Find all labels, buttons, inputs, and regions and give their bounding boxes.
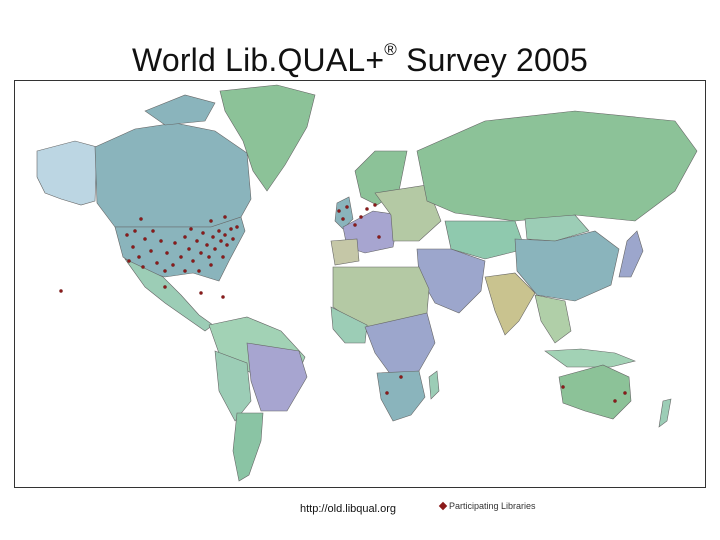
library-marker	[207, 255, 211, 259]
region-china	[514, 230, 620, 302]
slide-title: World Lib.QUAL+® Survey 2005	[0, 40, 720, 79]
library-marker	[211, 235, 215, 239]
library-marker	[131, 245, 135, 249]
library-marker	[127, 259, 131, 263]
library-marker	[223, 215, 227, 219]
library-marker	[189, 227, 193, 231]
library-marker	[205, 243, 209, 247]
library-marker	[183, 235, 187, 239]
library-marker	[139, 217, 143, 221]
region-south-america-west	[214, 350, 252, 422]
title-text: World Lib.QUAL+	[132, 42, 385, 78]
region-australia	[558, 364, 632, 420]
library-marker	[217, 229, 221, 233]
library-marker	[399, 375, 403, 379]
library-marker	[179, 255, 183, 259]
library-marker	[385, 391, 389, 395]
library-marker	[199, 291, 203, 295]
library-marker	[353, 223, 357, 227]
library-marker	[221, 295, 225, 299]
region-mexico	[124, 258, 214, 332]
library-marker	[201, 231, 205, 235]
library-marker	[199, 251, 203, 255]
library-marker	[209, 263, 213, 267]
library-marker	[221, 255, 225, 259]
region-iberia	[330, 238, 360, 266]
region-arctic-islands	[144, 94, 216, 126]
region-indonesia	[544, 348, 636, 368]
library-marker	[195, 239, 199, 243]
region-central-asia	[444, 220, 526, 260]
region-greenland	[219, 84, 316, 192]
library-marker	[345, 205, 349, 209]
region-new-zealand	[658, 398, 672, 428]
library-marker	[341, 217, 345, 221]
library-marker	[141, 265, 145, 269]
library-marker	[183, 269, 187, 273]
region-mongolia	[524, 214, 590, 242]
library-marker	[373, 203, 377, 207]
legend-label: Participating Libraries	[449, 501, 536, 511]
world-map-graphic	[36, 84, 698, 482]
library-marker	[125, 233, 129, 237]
library-marker	[133, 229, 137, 233]
library-marker	[235, 225, 239, 229]
source-url: http://old.libqual.org	[300, 503, 397, 515]
library-marker	[225, 243, 229, 247]
library-marker	[231, 237, 235, 241]
region-southeast-asia	[534, 294, 572, 344]
region-russia	[416, 110, 698, 222]
library-marker	[337, 209, 341, 213]
map-legend: Participating Libraries	[438, 501, 536, 511]
world-map	[14, 80, 706, 488]
region-alaska	[36, 140, 98, 206]
library-marker	[197, 269, 201, 273]
region-argentina	[232, 412, 264, 482]
library-marker	[613, 399, 617, 403]
library-marker	[187, 247, 191, 251]
library-marker	[149, 249, 153, 253]
library-marker	[163, 269, 167, 273]
region-madagascar	[428, 370, 440, 400]
title-suffix: Survey 2005	[397, 42, 588, 78]
library-marker	[359, 215, 363, 219]
library-marker	[165, 251, 169, 255]
registered-mark: ®	[384, 40, 398, 60]
region-southern-africa	[376, 370, 426, 422]
library-marker	[59, 289, 63, 293]
library-marker	[623, 391, 627, 395]
region-west-africa	[330, 306, 368, 344]
library-marker	[219, 239, 223, 243]
region-japan	[618, 230, 644, 278]
library-marker	[191, 259, 195, 263]
library-marker	[377, 235, 381, 239]
library-marker	[223, 233, 227, 237]
region-india	[484, 272, 536, 336]
library-marker	[209, 219, 213, 223]
library-marker	[155, 261, 159, 265]
library-marker	[561, 385, 565, 389]
library-marker	[159, 239, 163, 243]
library-marker	[151, 229, 155, 233]
library-marker	[163, 285, 167, 289]
library-marker	[229, 227, 233, 231]
legend-marker-icon	[438, 501, 448, 511]
library-marker	[137, 255, 141, 259]
library-marker	[173, 241, 177, 245]
library-marker	[213, 247, 217, 251]
region-brazil	[246, 342, 308, 412]
region-canada	[94, 122, 252, 228]
library-marker	[365, 207, 369, 211]
library-marker	[143, 237, 147, 241]
library-marker	[171, 263, 175, 267]
